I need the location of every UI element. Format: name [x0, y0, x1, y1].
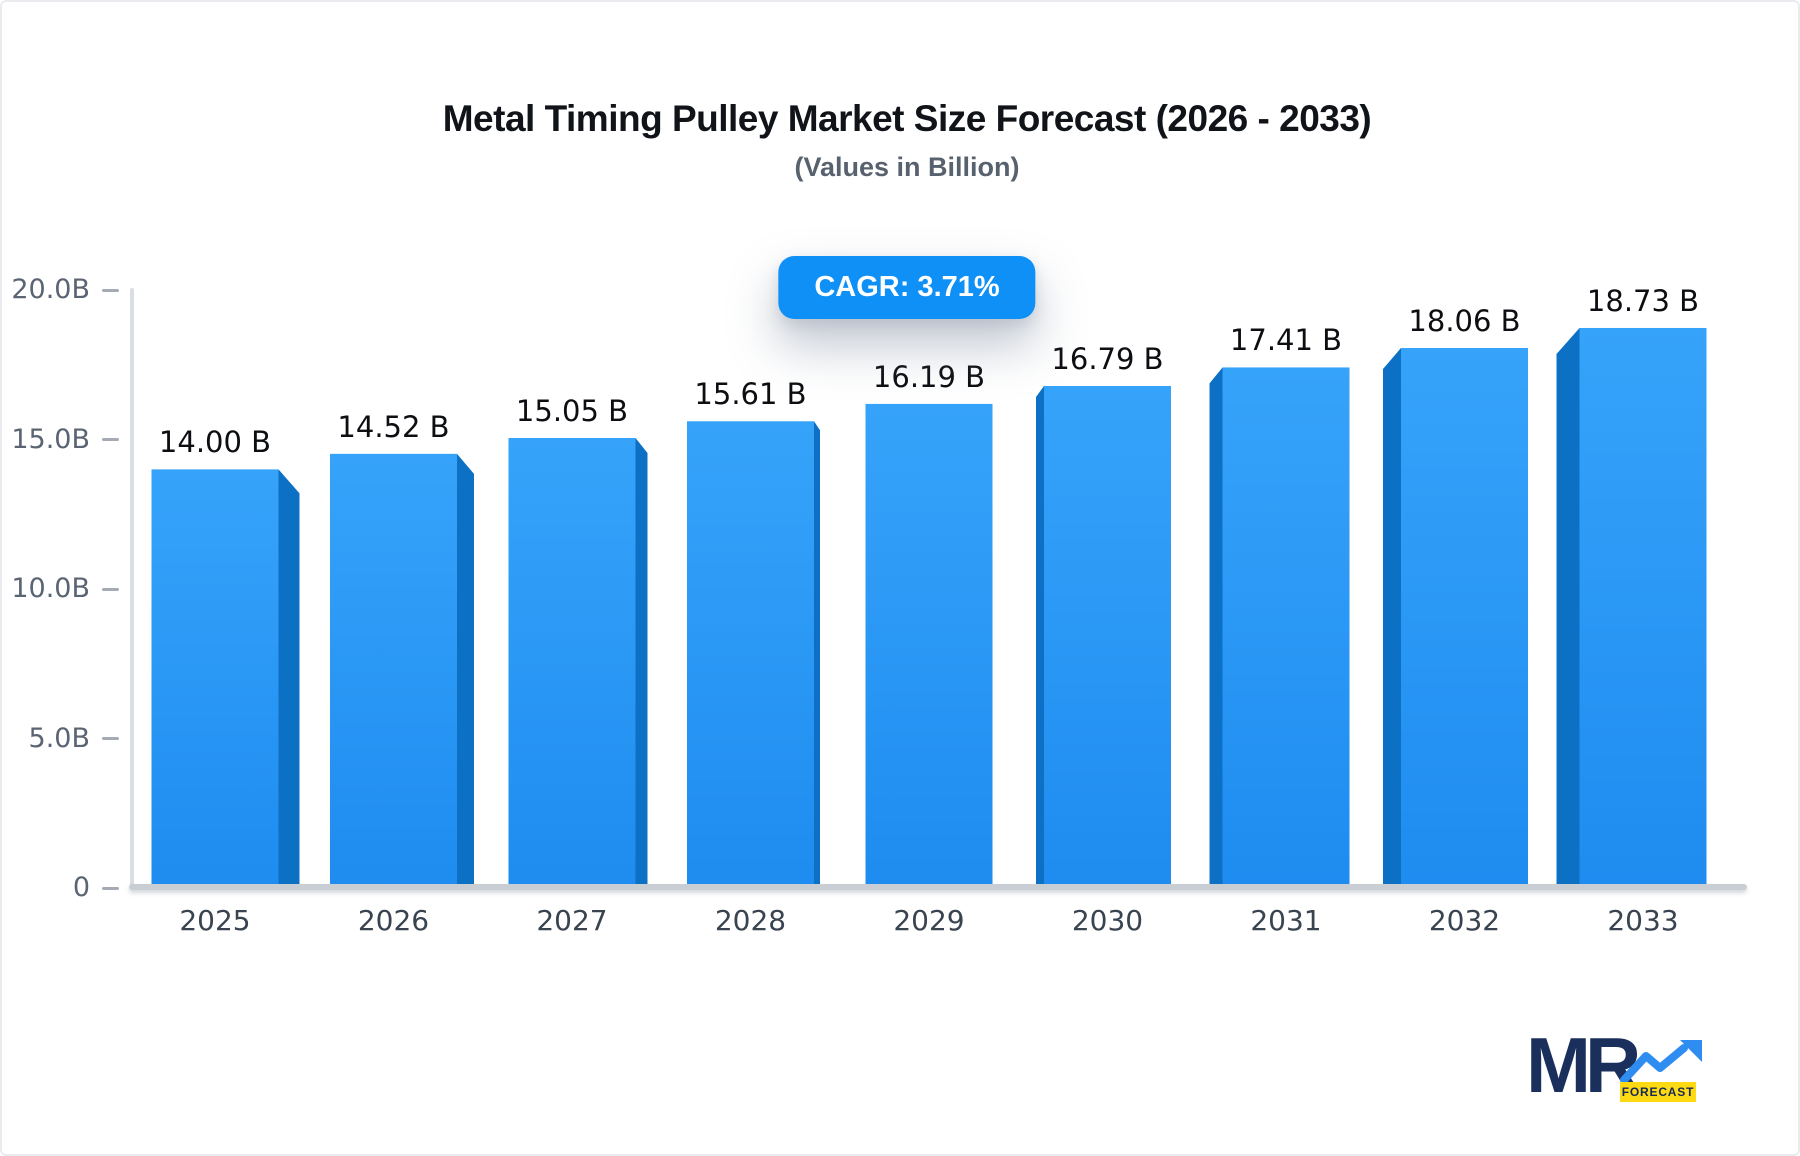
- bar-value-label: 18.06 B: [1408, 304, 1521, 338]
- chart-title: Metal Timing Pulley Market Size Forecast…: [442, 98, 1372, 139]
- logo-trend-arrow-icon: [1620, 1040, 1702, 1084]
- bar-value-label: 15.61 B: [694, 377, 807, 412]
- bar-value-label: 16.19 B: [872, 359, 986, 394]
- bar-value-label: 16.79 B: [1051, 341, 1164, 376]
- bar-front-face: [1044, 385, 1171, 888]
- y-tick-dash: [102, 587, 119, 591]
- x-axis-label: 2028: [714, 904, 787, 937]
- bar-value-label: 18.73 B: [1586, 283, 1700, 318]
- bar-2030: [1036, 385, 1171, 888]
- bar-side-face: [635, 438, 648, 888]
- bar-front-face: [1579, 327, 1707, 888]
- x-axis-label: 2026: [357, 904, 430, 937]
- y-tick-label: 5.0B: [28, 722, 90, 754]
- bar-value-label: 14.52 B: [337, 409, 450, 444]
- bar-2033: [1556, 327, 1707, 888]
- bar-side-face: [1209, 367, 1223, 888]
- mr-forecast-logo: MR FORECAST: [1526, 1026, 1716, 1120]
- bar-value-label: 17.41 B: [1229, 323, 1343, 358]
- x-axis-label: 2030: [1071, 904, 1144, 937]
- logo-forecast-label: FORECAST: [1620, 1082, 1696, 1102]
- x-axis-label: 2029: [893, 904, 965, 937]
- bar-2031: [1209, 367, 1350, 888]
- bar-side-face: [278, 469, 300, 888]
- x-axis-label: 2033: [1607, 904, 1679, 937]
- bar-front-face: [1401, 348, 1528, 889]
- bar-front-face: [330, 453, 457, 888]
- bar-2032: [1383, 348, 1528, 889]
- bar-front-face: [687, 421, 814, 888]
- bar-side-face: [1036, 385, 1044, 888]
- bar-value-label: 14.00 B: [158, 425, 272, 460]
- bar-value-label: 15.05 B: [515, 394, 629, 428]
- bar-2028: [687, 421, 820, 888]
- x-axis-label: 2027: [536, 904, 608, 937]
- y-tick-label: 0: [72, 872, 90, 903]
- y-tick-label: 10.0B: [11, 573, 90, 604]
- x-axis-label: 2025: [179, 904, 251, 937]
- x-axis-label: 2032: [1428, 904, 1501, 937]
- bar-front-face: [1222, 367, 1350, 888]
- bar-side-face: [1556, 327, 1580, 888]
- cagr-badge: CAGR: 3.71%: [778, 256, 1036, 319]
- bar-2027: [508, 438, 648, 888]
- bar-2029: [865, 403, 993, 888]
- y-axis-line: [130, 288, 134, 890]
- y-tick-label: 15.0B: [11, 423, 90, 455]
- y-tick-dash: [102, 438, 119, 441]
- bar-side-face: [814, 421, 820, 888]
- bar-front-face: [865, 403, 993, 888]
- y-tick-dash: [102, 737, 119, 740]
- y-tick-dash: [102, 886, 119, 890]
- x-axis-label: 2031: [1250, 904, 1322, 937]
- chart-subtitle: (Values in Billion): [794, 152, 1020, 182]
- bar-2026: [330, 453, 474, 888]
- y-tick-dash: [102, 288, 119, 292]
- bar-2025: [151, 469, 300, 888]
- bar-front-face: [151, 469, 279, 888]
- y-tick-label: 20.0B: [11, 274, 90, 305]
- bar-front-face: [508, 438, 636, 888]
- x-axis-baseline: [129, 884, 1747, 890]
- bar-side-face: [457, 453, 474, 888]
- bar-side-face: [1383, 348, 1401, 889]
